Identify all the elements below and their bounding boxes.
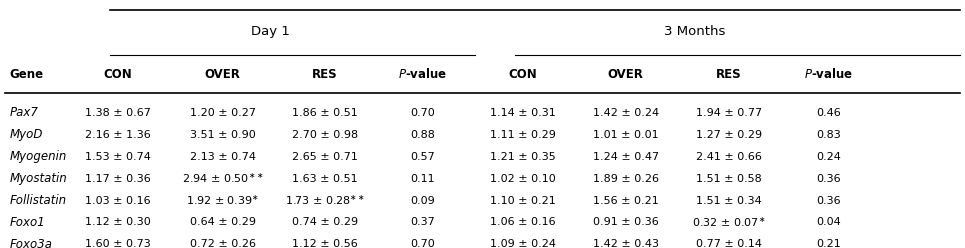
Text: 1.42 ± 0.24: 1.42 ± 0.24 <box>593 108 659 118</box>
Text: 0.70: 0.70 <box>410 108 434 118</box>
Text: 1.20 ± 0.27: 1.20 ± 0.27 <box>190 108 256 118</box>
Text: 2.13 ± 0.74: 2.13 ± 0.74 <box>190 152 256 162</box>
Text: RES: RES <box>716 68 742 81</box>
Text: 1.86 ± 0.51: 1.86 ± 0.51 <box>292 108 358 118</box>
Text: 1.51 ± 0.58: 1.51 ± 0.58 <box>696 174 761 184</box>
Text: RES: RES <box>312 68 338 81</box>
Text: 1.94 ± 0.77: 1.94 ± 0.77 <box>696 108 762 118</box>
Text: 1.38 ± 0.67: 1.38 ± 0.67 <box>85 108 151 118</box>
Text: 0.24: 0.24 <box>815 152 841 162</box>
Text: 1.09 ± 0.24: 1.09 ± 0.24 <box>489 239 556 248</box>
Text: OVER: OVER <box>205 68 240 81</box>
Text: 0.32 ± 0.07$^{\ast}$: 0.32 ± 0.07$^{\ast}$ <box>692 216 765 229</box>
Text: 0.21: 0.21 <box>816 239 841 248</box>
Text: 3 Months: 3 Months <box>664 25 726 38</box>
Text: 0.74 ± 0.29: 0.74 ± 0.29 <box>291 217 358 227</box>
Text: 1.27 ± 0.29: 1.27 ± 0.29 <box>696 130 762 140</box>
Text: 0.36: 0.36 <box>816 174 841 184</box>
Text: 0.77 ± 0.14: 0.77 ± 0.14 <box>696 239 762 248</box>
Text: 1.12 ± 0.30: 1.12 ± 0.30 <box>85 217 151 227</box>
Text: 1.60 ± 0.73: 1.60 ± 0.73 <box>85 239 151 248</box>
Text: 0.09: 0.09 <box>410 195 434 206</box>
Text: CON: CON <box>509 68 537 81</box>
Text: 0.64 ± 0.29: 0.64 ± 0.29 <box>190 217 256 227</box>
Text: 1.51 ± 0.34: 1.51 ± 0.34 <box>696 195 761 206</box>
Text: 1.11 ± 0.29: 1.11 ± 0.29 <box>489 130 556 140</box>
Text: 1.24 ± 0.47: 1.24 ± 0.47 <box>593 152 659 162</box>
Text: 1.42 ± 0.43: 1.42 ± 0.43 <box>593 239 659 248</box>
Text: 0.91 ± 0.36: 0.91 ± 0.36 <box>593 217 659 227</box>
Text: 1.02 ± 0.10: 1.02 ± 0.10 <box>490 174 556 184</box>
Text: Pax7: Pax7 <box>10 106 39 120</box>
Text: 1.17 ± 0.36: 1.17 ± 0.36 <box>85 174 151 184</box>
Text: OVER: OVER <box>608 68 644 81</box>
Text: 1.14 ± 0.31: 1.14 ± 0.31 <box>490 108 556 118</box>
Text: MyoD: MyoD <box>10 128 43 141</box>
Text: 2.70 ± 0.98: 2.70 ± 0.98 <box>291 130 358 140</box>
Text: 1.03 ± 0.16: 1.03 ± 0.16 <box>85 195 151 206</box>
Text: Day 1: Day 1 <box>251 25 290 38</box>
Text: CON: CON <box>103 68 132 81</box>
Text: 0.36: 0.36 <box>816 195 841 206</box>
Text: 1.56 ± 0.21: 1.56 ± 0.21 <box>593 195 659 206</box>
Text: 1.10 ± 0.21: 1.10 ± 0.21 <box>490 195 556 206</box>
Text: 1.01 ± 0.01: 1.01 ± 0.01 <box>593 130 659 140</box>
Text: 2.65 ± 0.71: 2.65 ± 0.71 <box>292 152 358 162</box>
Text: 0.46: 0.46 <box>816 108 841 118</box>
Text: $\mathit{P}$-value: $\mathit{P}$-value <box>804 67 853 81</box>
Text: Myostatin: Myostatin <box>10 172 68 185</box>
Text: 2.16 ± 1.36: 2.16 ± 1.36 <box>85 130 151 140</box>
Text: 2.94 ± 0.50$^{\ast\ast}$: 2.94 ± 0.50$^{\ast\ast}$ <box>181 172 263 185</box>
Text: 1.92 ± 0.39$^{\ast}$: 1.92 ± 0.39$^{\ast}$ <box>186 194 260 207</box>
Text: 0.72 ± 0.26: 0.72 ± 0.26 <box>190 239 256 248</box>
Text: 0.11: 0.11 <box>410 174 434 184</box>
Text: 3.51 ± 0.90: 3.51 ± 0.90 <box>190 130 256 140</box>
Text: 1.06 ± 0.16: 1.06 ± 0.16 <box>490 217 556 227</box>
Text: Myogenin: Myogenin <box>10 150 67 163</box>
Text: Foxo1: Foxo1 <box>10 216 45 229</box>
Text: 0.70: 0.70 <box>410 239 434 248</box>
Text: $\mathit{P}$-value: $\mathit{P}$-value <box>398 67 447 81</box>
Text: Foxo3a: Foxo3a <box>10 238 53 248</box>
Text: 2.41 ± 0.66: 2.41 ± 0.66 <box>696 152 762 162</box>
Text: Gene: Gene <box>10 68 43 81</box>
Text: 1.73 ± 0.28$^{\ast\ast}$: 1.73 ± 0.28$^{\ast\ast}$ <box>285 194 365 207</box>
Text: 0.04: 0.04 <box>816 217 841 227</box>
Text: 1.53 ± 0.74: 1.53 ± 0.74 <box>85 152 151 162</box>
Text: Follistatin: Follistatin <box>10 194 67 207</box>
Text: 1.63 ± 0.51: 1.63 ± 0.51 <box>292 174 358 184</box>
Text: 0.88: 0.88 <box>410 130 435 140</box>
Text: 0.83: 0.83 <box>816 130 841 140</box>
Text: 0.37: 0.37 <box>410 217 434 227</box>
Text: 1.21 ± 0.35: 1.21 ± 0.35 <box>490 152 556 162</box>
Text: 1.89 ± 0.26: 1.89 ± 0.26 <box>593 174 659 184</box>
Text: 1.12 ± 0.56: 1.12 ± 0.56 <box>292 239 358 248</box>
Text: 0.57: 0.57 <box>410 152 434 162</box>
